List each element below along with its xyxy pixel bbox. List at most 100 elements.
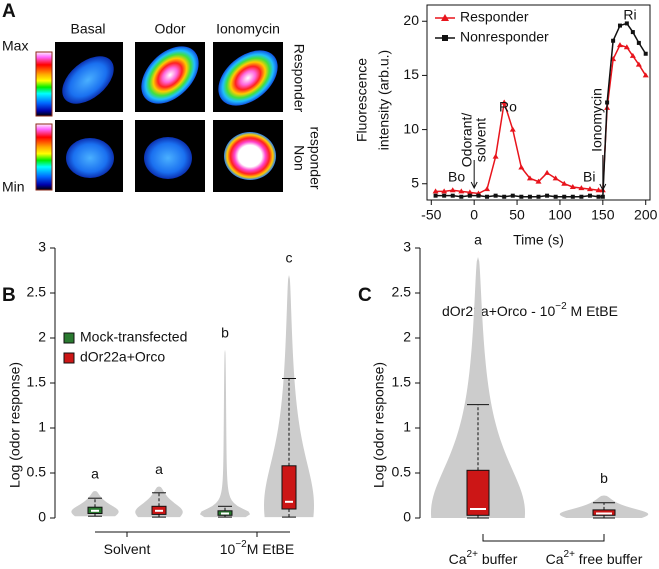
significance-letter: a <box>91 466 99 482</box>
point <box>623 44 630 50</box>
point <box>450 193 455 198</box>
point <box>600 194 605 199</box>
violin <box>135 486 183 518</box>
y-tick-label: 1.5 <box>27 374 47 390</box>
point <box>629 52 636 58</box>
x-tick-label: -50 <box>421 207 441 223</box>
text-part: dOr22a+Orco - 10 <box>442 303 555 319</box>
legend-label: Responder <box>460 9 529 25</box>
violin <box>71 491 119 517</box>
legend-label: Mock-transfected <box>80 329 187 345</box>
y-tick-label: 1 <box>403 419 411 435</box>
panel-label: C <box>358 285 372 306</box>
point <box>485 194 490 199</box>
point <box>642 72 649 78</box>
y-axis-title: intensity (arb.u.) <box>376 50 392 150</box>
y-tick-label: 5 <box>411 174 419 190</box>
x-tick-label: 10−2M EtBE <box>220 539 294 557</box>
point <box>502 194 507 199</box>
x-tick-label: Solvent <box>104 541 151 557</box>
point <box>561 180 568 186</box>
color-scale <box>35 51 53 117</box>
series-line <box>435 44 647 195</box>
scale-min: Min <box>2 179 25 195</box>
scale-max: Max <box>2 38 28 54</box>
plot-frame <box>426 4 651 201</box>
point <box>635 61 642 67</box>
y-tick-label: 10 <box>403 120 419 136</box>
cell <box>224 132 276 180</box>
point <box>636 40 641 45</box>
text-part: M EtBE <box>567 303 618 319</box>
chart-title: dOr22a+Orco - 10−2 M EtBE <box>442 301 618 319</box>
text-part: −2 <box>555 301 567 312</box>
y-tick-label: 2 <box>38 329 46 345</box>
legend-label: dOr22a+Orco <box>80 349 165 365</box>
color-scale <box>35 123 53 191</box>
row-label: Non <box>291 145 307 171</box>
text-part: Ca <box>546 551 564 567</box>
arrow <box>470 160 478 190</box>
point <box>501 99 508 105</box>
x-tick-label: 100 <box>548 207 572 223</box>
y-tick-label: 2.5 <box>392 284 412 300</box>
text-part: Solvent <box>104 541 151 557</box>
point <box>545 193 550 198</box>
x-tick-label: 0 <box>470 207 478 223</box>
y-tick-label: 0 <box>38 509 46 525</box>
x-axis-title: Time (s) <box>513 232 564 248</box>
point <box>579 194 584 199</box>
legend-swatch <box>63 332 75 344</box>
point <box>536 194 541 199</box>
series-line <box>435 22 647 198</box>
annotation: Bi <box>583 169 595 185</box>
point <box>617 23 622 28</box>
violin <box>199 349 251 518</box>
point <box>510 193 515 198</box>
text-part: 2+ <box>564 549 576 560</box>
point <box>442 193 447 198</box>
y-axis-title: Log (odor response) <box>7 362 23 488</box>
text-part: 2+ <box>467 549 479 560</box>
point <box>493 193 498 198</box>
point <box>624 21 629 26</box>
cell <box>62 56 114 104</box>
point <box>458 188 465 194</box>
violin <box>559 495 649 518</box>
point <box>616 42 623 48</box>
point <box>476 193 481 198</box>
point <box>466 189 473 195</box>
annotation: Ro <box>499 99 517 115</box>
point <box>519 194 524 199</box>
point <box>595 187 602 193</box>
point <box>484 186 491 192</box>
violin <box>430 257 526 518</box>
cell <box>218 50 278 106</box>
point <box>570 194 575 199</box>
y-tick-label: 0.5 <box>392 464 412 480</box>
row-label: Responder <box>291 44 307 113</box>
text-part: buffer <box>478 551 518 567</box>
x-tick-label: 50 <box>509 207 525 223</box>
significance-letter: a <box>155 461 163 477</box>
point <box>492 153 499 159</box>
point <box>643 51 648 56</box>
legend-swatch <box>63 352 75 364</box>
significance-letter: a <box>474 232 482 248</box>
annotation: solvent <box>473 118 489 162</box>
row-label: responder <box>307 126 323 189</box>
point <box>552 175 559 181</box>
arrow <box>599 155 607 192</box>
x-tick-label: 200 <box>634 207 658 223</box>
column-label: Ionomycin <box>216 21 280 37</box>
annotation: Odorant/ <box>459 113 475 168</box>
point <box>518 164 525 170</box>
point <box>432 188 439 194</box>
point <box>449 187 456 193</box>
legend-marker <box>442 35 448 41</box>
point <box>433 193 438 198</box>
significance-letter: b <box>221 324 229 340</box>
significance-letter: b <box>600 470 608 486</box>
text-part: free buffer <box>575 551 643 567</box>
